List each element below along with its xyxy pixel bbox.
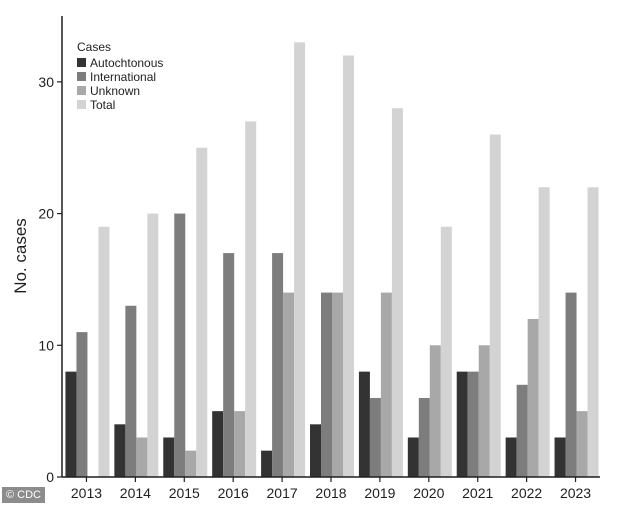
bar-autochtonous-2023 <box>554 437 566 477</box>
legend-swatch-autochtonous <box>77 58 86 67</box>
y-axis-title: No. cases <box>11 218 30 294</box>
bar-unknown-2019 <box>380 292 392 477</box>
legend-label-total: Total <box>90 98 115 112</box>
x-tick-label: 2020 <box>413 485 444 501</box>
bar-autochtonous-2018 <box>310 424 321 477</box>
bar-autochtonous-2017 <box>261 450 273 477</box>
bars-group <box>65 42 599 478</box>
x-tick-label: 2019 <box>364 485 395 501</box>
bar-unknown-2020 <box>429 345 441 477</box>
bar-total-2021 <box>489 134 501 478</box>
y-tick-label: 20 <box>38 206 54 222</box>
bar-international-2014 <box>125 305 137 477</box>
bar-international-2013 <box>76 332 88 477</box>
bar-total-2017 <box>294 42 306 477</box>
legend-swatch-total <box>77 100 86 109</box>
bar-unknown-2018 <box>332 292 343 477</box>
bar-total-2018 <box>343 55 354 478</box>
legend-label-international: International <box>90 70 156 84</box>
x-tick-label: 2014 <box>120 485 151 501</box>
bar-international-2022 <box>516 384 528 477</box>
bar-international-2019 <box>369 397 381 477</box>
y-axis-ticks: 0 10 20 30 <box>38 74 62 485</box>
bar-total-2013 <box>98 226 110 477</box>
cdc-watermark: © CDC <box>2 487 45 503</box>
legend-label-autochtonous: Autochtonous <box>90 56 163 70</box>
bar-international-2020 <box>418 397 430 477</box>
bar-unknown-2017 <box>283 292 295 477</box>
bar-autochtonous-2016 <box>212 411 224 477</box>
bar-international-2017 <box>272 253 284 477</box>
bar-unknown-2016 <box>234 411 246 477</box>
bar-autochtonous-2021 <box>456 371 468 477</box>
bar-autochtonous-2022 <box>505 437 517 477</box>
bar-total-2020 <box>440 226 452 477</box>
legend-swatch-international <box>77 72 86 81</box>
y-tick-label: 0 <box>46 469 54 485</box>
x-tick-label: 2016 <box>218 485 249 501</box>
bar-autochtonous-2013 <box>65 371 77 477</box>
bar-international-2015 <box>174 213 186 478</box>
x-tick-label: 2022 <box>511 485 542 501</box>
bar-total-2016 <box>245 121 257 477</box>
x-tick-label: 2023 <box>560 485 591 501</box>
x-tick-label: 2017 <box>267 485 298 501</box>
bar-total-2023 <box>587 187 599 477</box>
bar-autochtonous-2019 <box>358 371 370 477</box>
y-tick-label: 10 <box>38 337 54 353</box>
x-tick-label: 2013 <box>71 485 102 501</box>
legend-title: Cases <box>77 40 111 54</box>
bar-international-2016 <box>223 253 235 477</box>
bar-unknown-2021 <box>478 345 490 477</box>
bar-total-2015 <box>196 147 208 477</box>
x-tick-label: 2021 <box>462 485 493 501</box>
bar-total-2022 <box>538 187 550 477</box>
x-axis-ticks: 2013 2014 2015 2016 2017 2018 2019 2020 2021 2022… <box>71 477 591 501</box>
bar-unknown-2022 <box>527 318 539 477</box>
x-tick-label: 2018 <box>315 485 346 501</box>
bar-autochtonous-2014 <box>114 424 126 477</box>
bar-autochtonous-2015 <box>163 437 175 477</box>
legend-swatch-unknown <box>77 86 86 95</box>
bar-total-2014 <box>147 213 159 478</box>
bar-international-2023 <box>565 292 577 477</box>
bar-unknown-2015 <box>185 450 197 477</box>
bar-total-2019 <box>391 108 403 477</box>
legend-label-unknown: Unknown <box>90 84 140 98</box>
legend: Cases AutochtonousInternationalUnknownTo… <box>77 40 163 112</box>
y-tick-label: 30 <box>38 74 54 90</box>
bar-unknown-2023 <box>576 411 588 477</box>
bar-international-2021 <box>467 371 479 477</box>
bar-unknown-2014 <box>136 437 148 477</box>
bar-international-2018 <box>321 292 332 477</box>
bar-autochtonous-2020 <box>407 437 419 477</box>
x-tick-label: 2015 <box>169 485 200 501</box>
